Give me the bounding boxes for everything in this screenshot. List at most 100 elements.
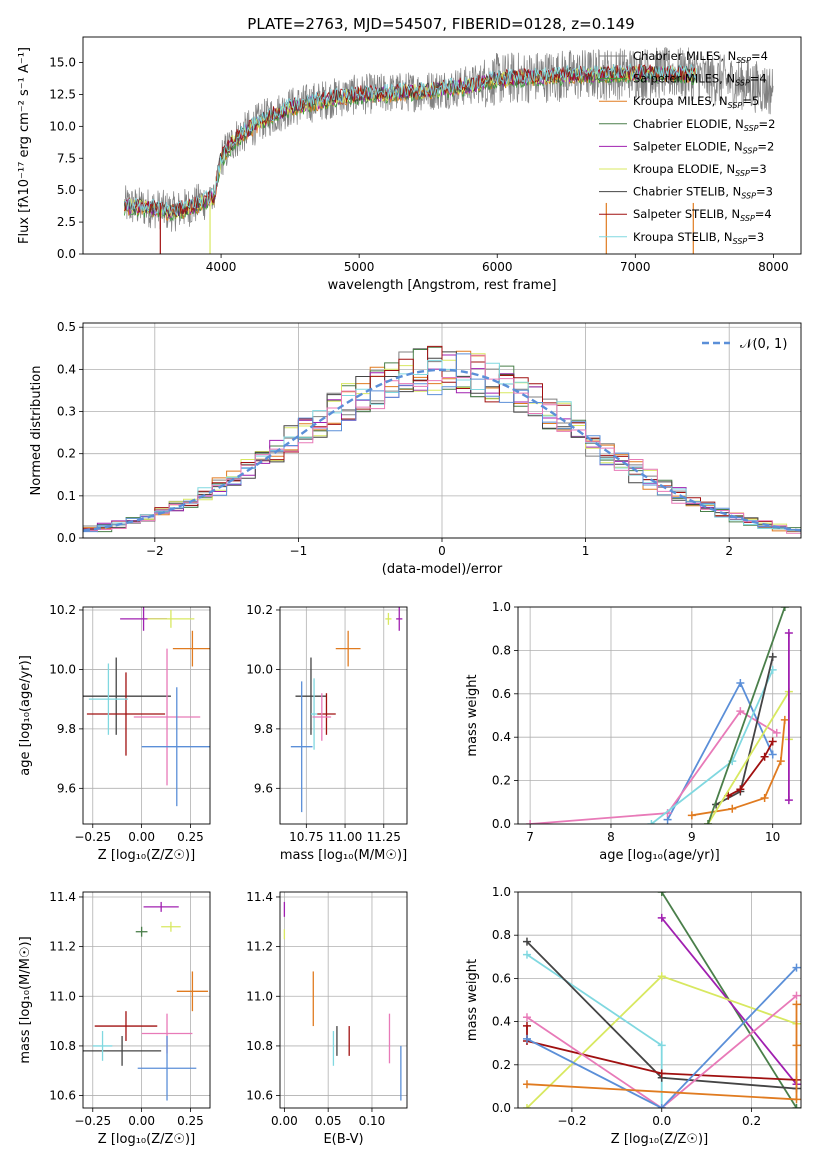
weight-marker — [657, 1104, 666, 1108]
x-axis-label: Z [log₁₀(Z/Z☉)] — [98, 1132, 195, 1147]
panel-age_vs_Z: −0.25 0.00 0.25 9.6 9.8 10.0 10.2 Z [log₁₀(Z/Z☉… — [18, 603, 211, 863]
data-point — [88, 663, 128, 735]
spectrum-model-line — [124, 63, 697, 216]
weight-marker — [522, 1021, 531, 1030]
data-point — [147, 609, 195, 628]
y-tick-label: 11.4 — [246, 890, 273, 904]
y-tick-label: 9.6 — [254, 781, 273, 795]
weight-marker — [792, 1041, 801, 1050]
x-tick-label: −2 — [146, 544, 164, 558]
y-tick-label: 10.2 — [49, 603, 76, 617]
y-tick-label: 0.1 — [57, 489, 76, 503]
x-tick-label: 9 — [688, 830, 696, 844]
x-tick-label: 2 — [725, 544, 733, 558]
data-point — [317, 693, 336, 735]
histogram-step — [83, 359, 801, 532]
y-tick-label: 9.8 — [57, 722, 76, 736]
y-tick-label: 0.0 — [492, 817, 511, 831]
axes-frame — [82, 606, 211, 825]
x-tick-label: 8 — [607, 830, 615, 844]
y-tick-label: 0.4 — [57, 362, 76, 376]
data-point — [135, 926, 148, 937]
y-axis-label: Normed distribution — [29, 366, 44, 496]
weight-marker — [657, 892, 666, 896]
data-point — [92, 1031, 113, 1061]
axes-frame — [517, 891, 802, 1109]
weight-marker — [792, 1000, 801, 1009]
weight-line — [526, 966, 798, 1108]
y-tick-label: 9.6 — [57, 781, 76, 795]
weight-marker — [657, 913, 666, 922]
y-tick-label: 0.2 — [492, 774, 511, 788]
weight-marker — [768, 750, 777, 759]
data-point — [176, 971, 209, 1012]
y-tick-label: 10.8 — [246, 1039, 273, 1053]
data-point — [161, 921, 181, 932]
x-tick-label: 7000 — [620, 260, 651, 274]
x-tick-label: 7 — [526, 830, 534, 844]
weight-line — [727, 741, 774, 797]
y-tick-label: 0.3 — [57, 405, 76, 419]
weight-line — [526, 995, 798, 1108]
x-tick-label: 4000 — [206, 260, 237, 274]
y-tick-label: 0.2 — [492, 1058, 511, 1072]
weight-marker — [657, 1041, 666, 1050]
data-point — [141, 687, 210, 807]
x-tick-label: 1 — [582, 544, 590, 558]
x-axis-label: Z [log₁₀(Z/Z☉)] — [98, 848, 195, 863]
y-tick-label: 10.6 — [49, 1089, 76, 1103]
x-axis-label: age [log₁₀(age/yr)] — [599, 848, 720, 863]
panel-weight_vs_age: 7 8 9 10 0.0 0.2 0.4 0.6 0.8 1.0 age [log₁₀(age/yr… — [465, 600, 802, 863]
x-axis-label: E(B-V) — [323, 1132, 363, 1147]
weight-marker — [522, 1013, 531, 1022]
y-tick-label: 11.2 — [246, 940, 273, 954]
legend-entry: Salpeter MILES, NSSP=4 — [633, 72, 767, 88]
weight-marker — [776, 757, 785, 766]
weight-line — [661, 917, 798, 1085]
weight-marker — [760, 793, 769, 802]
data-point — [290, 681, 313, 813]
y-axis-label: mass [log₁₀(M/M☉)] — [18, 936, 33, 1063]
x-tick-label: 5000 — [344, 260, 375, 274]
weight-marker — [657, 1069, 666, 1078]
weight-marker — [687, 811, 696, 820]
plot-area — [526, 607, 793, 824]
panel-age_vs_mass: 10.75 11.00 11.25 9.6 9.8 10.0 10.2 mass [log₁₀… — [246, 603, 408, 863]
panel-weight_vs_Z: −0.2 0.0 0.2 0.0 0.2 0.4 0.6 0.8 1.0 Z [log₁₀(Z/Z… — [465, 885, 802, 1147]
data-point — [83, 1036, 162, 1066]
legend-entry: Chabrier ELODIE, NSSP=2 — [633, 117, 775, 133]
data-point — [86, 672, 166, 756]
plot-area — [522, 892, 801, 1108]
data-point — [143, 901, 179, 912]
y-tick-label: 11.2 — [49, 940, 76, 954]
data-point — [133, 648, 201, 786]
x-axis-label: (data-model)/error — [382, 562, 503, 577]
x-tick-label: 0.00 — [128, 830, 155, 844]
x-tick-label: 0 — [438, 544, 446, 558]
data-point — [312, 693, 332, 741]
spectrum-legend: Chabrier MILES, NSSP=4 Salpeter MILES, NS… — [599, 49, 775, 246]
weight-line — [526, 1004, 798, 1101]
panel-mass_vs_Z: −0.25 0.00 0.25 10.6 10.8 11.0 11.2 11.4 Z [log₁… — [18, 890, 211, 1147]
axes-frame — [279, 606, 408, 825]
y-tick-label: 0.8 — [492, 928, 511, 942]
x-tick-label: 0.00 — [271, 1114, 298, 1128]
y-axis-label: age [log₁₀(age/yr)] — [18, 655, 33, 776]
weight-marker — [522, 1034, 531, 1043]
panel-spectrum: 4000 5000 6000 7000 8000 0.0 2.5 5.0 7.5 10.0 12.5… — [17, 36, 802, 293]
y-tick-label: 7.5 — [57, 151, 76, 165]
y-tick-label: 0.2 — [57, 447, 76, 461]
y-tick-label: 9.8 — [254, 722, 273, 736]
weight-marker — [736, 707, 745, 716]
y-tick-label: 10.6 — [246, 1089, 273, 1103]
weight-marker — [784, 629, 793, 638]
x-tick-label: 10.75 — [289, 830, 323, 844]
y-tick-label: 0.4 — [492, 730, 511, 744]
y-tick-label: 0.6 — [492, 687, 511, 701]
y-tick-label: 10.2 — [246, 603, 273, 617]
panel-mass_vs_ebv: 0.00 0.05 0.10 10.6 10.8 11.0 11.2 11.4 E(B-V) — [246, 890, 408, 1147]
weight-marker — [647, 820, 656, 824]
weight-marker — [768, 652, 777, 661]
axes-frame — [517, 606, 802, 825]
